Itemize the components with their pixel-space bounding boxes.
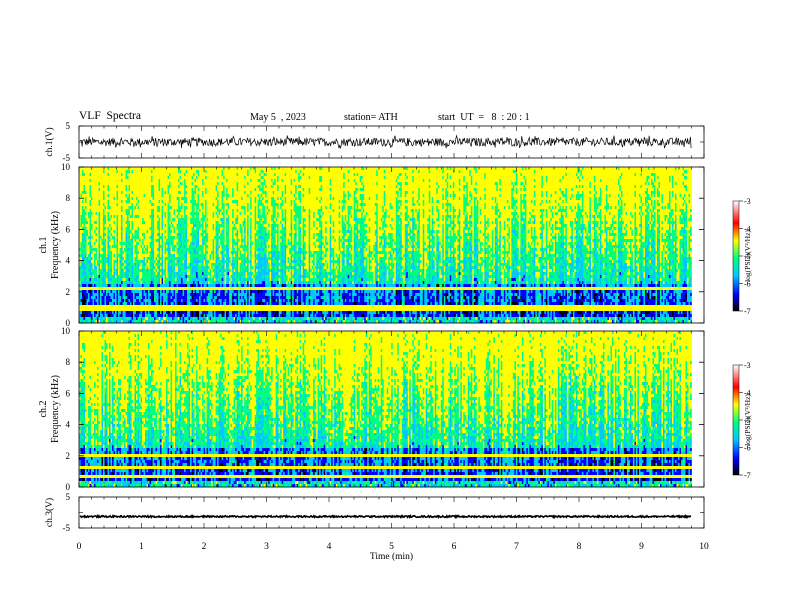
ch1-spectrogram-ytick-label: 2 bbox=[66, 287, 71, 297]
x-tick-label: 6 bbox=[452, 542, 457, 552]
ch1-spectrogram-colorbar-tick-label: -7 bbox=[744, 307, 751, 316]
ch1-spectrogram-ylabel: Frequency (kHz) bbox=[50, 211, 61, 279]
ch1-spectrogram-colorbar-label: log(PSD)(V²/Hz) bbox=[743, 230, 752, 282]
ch1-spectrogram-ytick-label: 10 bbox=[61, 162, 71, 172]
ch1-spectrogram-ylabel-channel: ch.1 bbox=[38, 237, 49, 254]
x-tick-label: 3 bbox=[264, 542, 269, 552]
ch2-spectrogram-colorbar bbox=[733, 365, 739, 475]
x-tick-label: 7 bbox=[514, 542, 519, 552]
ch1-spectrogram-ytick-label: 8 bbox=[66, 193, 71, 203]
x-tick-label: 1 bbox=[139, 542, 144, 552]
ch1-timeseries-ytick-label: 5 bbox=[66, 121, 71, 131]
ch2-spectrogram-image bbox=[79, 331, 692, 487]
ch2-spectrogram-ytick-label: 0 bbox=[66, 482, 71, 492]
ch2-spectrogram-colorbar-label: log(PSD)(V²/Hz) bbox=[743, 394, 752, 446]
ch2-spectrogram-ytick-label: 6 bbox=[66, 388, 71, 398]
ch2-spectrogram-colorbar-tick-label: -7 bbox=[744, 471, 751, 480]
x-tick-label: 2 bbox=[202, 542, 207, 552]
ch3-timeseries-ylabel: ch.3(V) bbox=[44, 498, 55, 527]
ch2-spectrogram-ylabel: Frequency (kHz) bbox=[50, 375, 61, 443]
ch3-timeseries-ytick-label: 5 bbox=[66, 492, 71, 502]
ch2-spectrogram-ytick-label: 4 bbox=[66, 420, 71, 430]
x-tick-label: 8 bbox=[577, 542, 582, 552]
ch1-spectrogram-colorbar-tick-label: -3 bbox=[744, 197, 751, 206]
x-tick-label: 0 bbox=[77, 542, 82, 552]
ch1-spectrogram-image bbox=[79, 167, 692, 323]
ch1-timeseries-ylabel: ch.1(V) bbox=[44, 127, 55, 156]
x-tick-label: 10 bbox=[699, 542, 709, 552]
ch1-spectrogram-ytick-label: 6 bbox=[66, 224, 71, 234]
x-tick-label: 9 bbox=[639, 542, 644, 552]
ch3-timeseries-ytick-label: -5 bbox=[63, 523, 71, 533]
ch2-spectrogram-ytick-label: 8 bbox=[66, 357, 71, 367]
ch2-spectrogram-ytick-label: 10 bbox=[61, 326, 71, 336]
ch2-spectrogram-ytick-label: 2 bbox=[66, 451, 71, 461]
ch3-timeseries-trace bbox=[80, 516, 691, 518]
ch1-spectrogram-ytick-label: 4 bbox=[66, 256, 71, 266]
ch1-spectrogram-colorbar bbox=[733, 201, 739, 311]
x-tick-label: 4 bbox=[327, 542, 332, 552]
ch1-timeseries-trace bbox=[80, 136, 691, 149]
x-tick-label: 5 bbox=[389, 542, 394, 552]
x-axis-label: Time (min) bbox=[370, 551, 413, 562]
ch2-spectrogram-colorbar-tick-label: -3 bbox=[744, 361, 751, 370]
ch2-spectrogram-ylabel-channel: ch.2 bbox=[38, 401, 49, 418]
